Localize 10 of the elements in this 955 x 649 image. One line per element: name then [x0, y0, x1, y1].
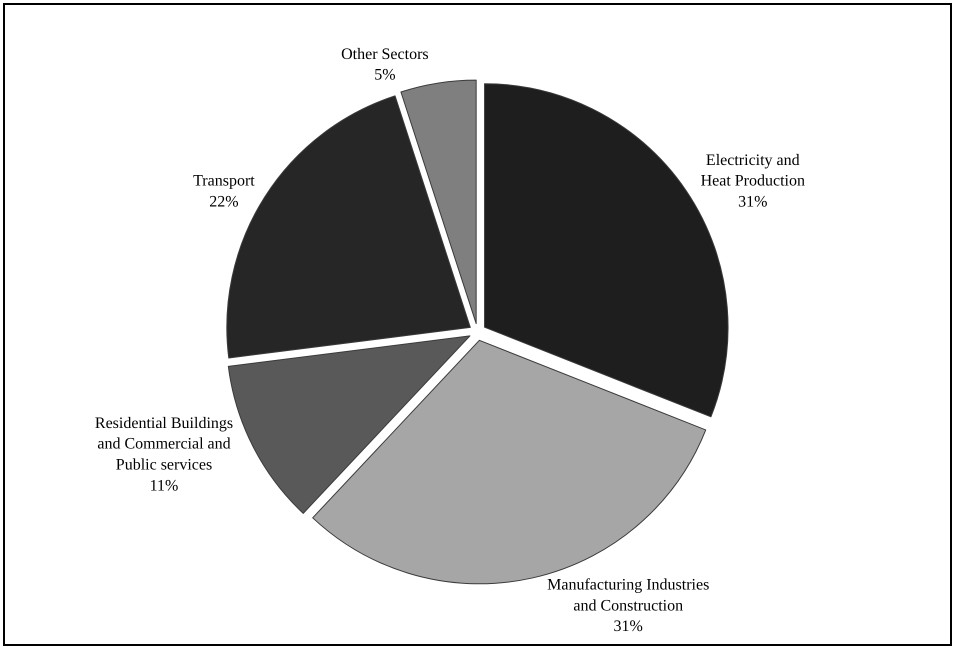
slice-label: Residential Buildings and Commercial and Public services: [94, 414, 234, 474]
slice-label: Electricity and Heat Production: [700, 152, 805, 190]
slice-label: Manufacturing Industries and Construction: [547, 576, 710, 614]
data-label: 31%: [738, 193, 768, 210]
data-label: 22%: [209, 193, 239, 210]
slice-label: Transport: [193, 172, 256, 190]
data-label: 5%: [374, 66, 396, 84]
data-label: 31%: [614, 618, 643, 636]
slice-label: Other Sectors: [341, 46, 429, 63]
data-label: 11%: [150, 477, 178, 494]
